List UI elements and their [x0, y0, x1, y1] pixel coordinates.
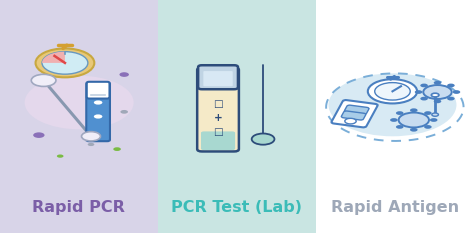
FancyBboxPatch shape [331, 100, 378, 127]
FancyBboxPatch shape [197, 68, 239, 151]
FancyBboxPatch shape [0, 0, 158, 233]
Text: +: + [214, 113, 222, 123]
Circle shape [420, 84, 428, 87]
Text: Rapid PCR: Rapid PCR [33, 200, 125, 215]
Circle shape [423, 85, 452, 99]
Circle shape [25, 76, 134, 129]
Circle shape [328, 73, 456, 136]
FancyBboxPatch shape [203, 71, 233, 86]
Circle shape [453, 90, 460, 94]
Circle shape [396, 111, 403, 115]
Circle shape [252, 134, 274, 145]
Circle shape [434, 99, 441, 103]
Circle shape [120, 110, 128, 114]
Circle shape [420, 97, 428, 100]
Circle shape [415, 90, 422, 94]
FancyBboxPatch shape [86, 82, 110, 141]
Circle shape [430, 118, 438, 122]
Circle shape [410, 108, 418, 112]
FancyBboxPatch shape [345, 105, 369, 114]
FancyBboxPatch shape [341, 111, 366, 120]
Circle shape [33, 132, 45, 138]
FancyBboxPatch shape [201, 131, 235, 150]
Text: □: □ [213, 127, 223, 137]
FancyBboxPatch shape [158, 0, 316, 233]
Circle shape [94, 100, 102, 105]
Text: □: □ [213, 99, 223, 109]
Circle shape [424, 125, 432, 129]
FancyBboxPatch shape [316, 0, 474, 233]
Text: Rapid Antigen: Rapid Antigen [331, 200, 459, 215]
FancyBboxPatch shape [198, 65, 238, 89]
Circle shape [368, 79, 417, 103]
Circle shape [345, 118, 356, 124]
Circle shape [447, 84, 455, 87]
Circle shape [36, 48, 94, 77]
Circle shape [410, 128, 418, 132]
Circle shape [432, 113, 438, 116]
Wedge shape [42, 52, 65, 63]
Circle shape [57, 154, 64, 158]
Circle shape [434, 81, 441, 85]
Circle shape [375, 83, 410, 100]
Text: ─: ─ [215, 85, 221, 95]
Circle shape [94, 114, 102, 119]
Circle shape [390, 118, 398, 122]
Circle shape [88, 143, 94, 146]
Circle shape [447, 97, 455, 100]
Circle shape [399, 113, 429, 127]
Circle shape [431, 93, 439, 97]
Circle shape [82, 132, 100, 141]
Circle shape [113, 147, 121, 151]
Circle shape [424, 111, 432, 115]
FancyBboxPatch shape [87, 82, 109, 99]
Circle shape [119, 72, 129, 77]
Circle shape [42, 52, 88, 74]
Circle shape [396, 125, 403, 129]
Text: PCR Test (Lab): PCR Test (Lab) [171, 200, 302, 215]
Circle shape [31, 74, 56, 86]
